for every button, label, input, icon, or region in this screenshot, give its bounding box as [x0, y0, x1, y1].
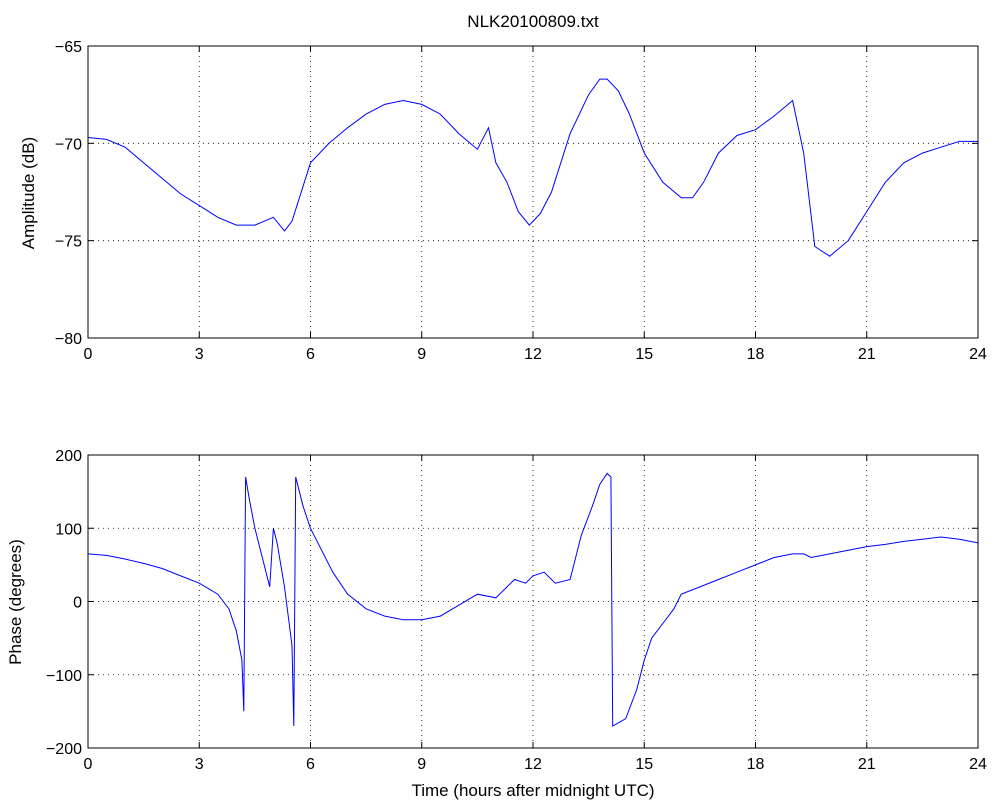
- x-tick-label: 0: [84, 756, 93, 773]
- x-tick-label: 21: [858, 756, 876, 773]
- y-tick-label: −75: [55, 234, 82, 251]
- chart-title: NLK20100809.txt: [467, 12, 599, 31]
- x-tick-label: 24: [969, 756, 987, 773]
- y-tick-label: −80: [55, 331, 82, 348]
- x-tick-label: 15: [635, 756, 653, 773]
- x-tick-label: 3: [195, 756, 204, 773]
- y-tick-label: −70: [55, 136, 82, 153]
- x-tick-label: 6: [306, 346, 315, 363]
- x-tick-label: 21: [858, 346, 876, 363]
- y-tick-label: −200: [46, 741, 82, 758]
- x-tick-label: 3: [195, 346, 204, 363]
- x-tick-label: 12: [524, 346, 542, 363]
- phase-panel: Phase (degrees) Time (hours after midnig…: [6, 448, 987, 800]
- amplitude-panel: NLK20100809.txt Amplitude (dB) 0 3 6 9 12 15 1…: [19, 12, 987, 363]
- y-tick-label: −65: [55, 39, 82, 56]
- y-tick-label: 200: [55, 448, 82, 465]
- x-tick-label: 12: [524, 756, 542, 773]
- y-tick-label: −100: [46, 668, 82, 685]
- y-axis-label: Phase (degrees): [6, 539, 25, 665]
- y-tick-label: 0: [73, 595, 82, 612]
- x-tick-label: 6: [306, 756, 315, 773]
- x-tick-label: 0: [84, 346, 93, 363]
- x-tick-label: 18: [747, 756, 765, 773]
- x-axis-label: Time (hours after midnight UTC): [411, 781, 654, 800]
- x-tick-label: 24: [969, 346, 987, 363]
- x-tick-label: 15: [635, 346, 653, 363]
- x-tick-label: 9: [417, 756, 426, 773]
- y-tick-label: 100: [55, 521, 82, 538]
- series-line: [87, 78, 978, 257]
- x-tick-label: 18: [747, 346, 765, 363]
- x-tick-label: 9: [417, 346, 426, 363]
- series-line: [87, 472, 979, 727]
- y-axis-label: Amplitude (dB): [19, 137, 38, 249]
